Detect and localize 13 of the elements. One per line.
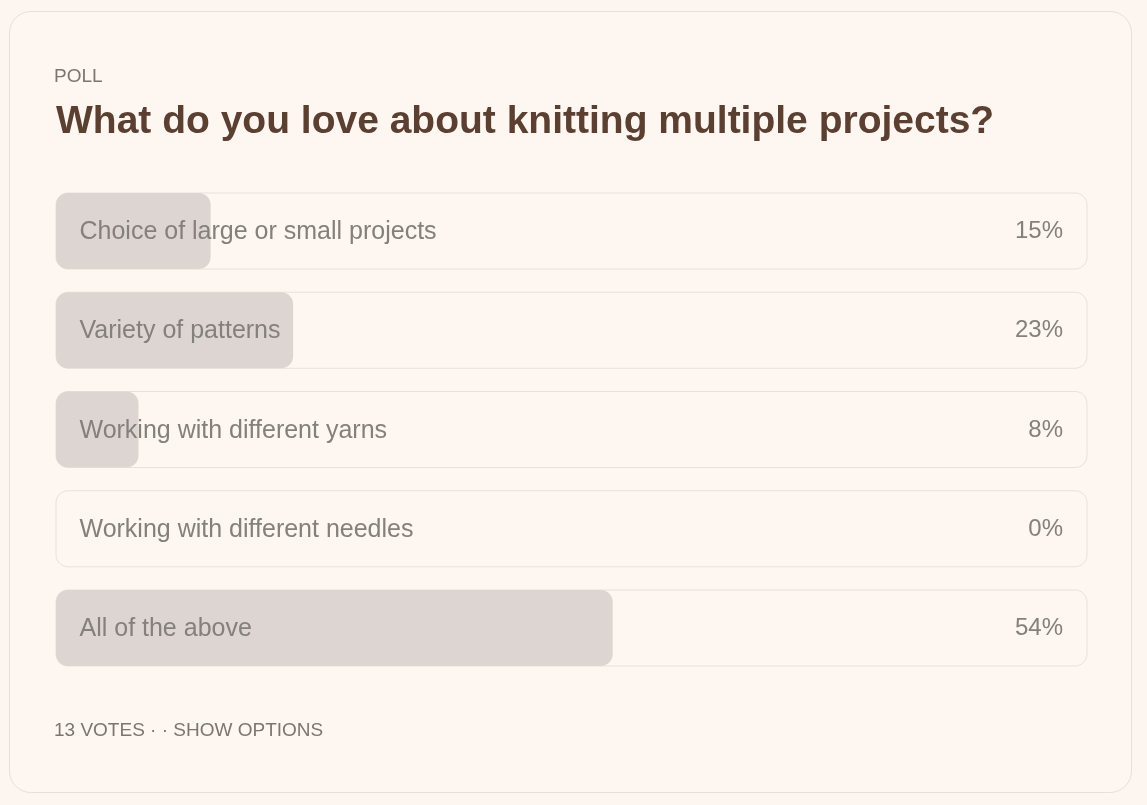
data-label: 54%	[1014, 612, 1063, 640]
y-tick-label: All of the above	[79, 612, 252, 641]
y-tick-label: Working with different yarns	[79, 414, 388, 443]
data-label: 0%	[1028, 513, 1063, 541]
y-tick-label: Choice of large or small projects	[79, 216, 437, 245]
data-label: 23%	[1014, 315, 1063, 343]
y-tick-label: Variety of patterns	[79, 315, 281, 344]
text: POLL	[54, 65, 103, 87]
chart-title: What do you love about knitting multiple projects?	[56, 97, 995, 141]
data-label: 8%	[1028, 414, 1063, 442]
data-label: 15%	[1014, 216, 1063, 244]
text: 13 VOTES · · SHOW OPTIONS	[54, 719, 324, 741]
y-tick-label: Working with different needles	[79, 513, 414, 542]
